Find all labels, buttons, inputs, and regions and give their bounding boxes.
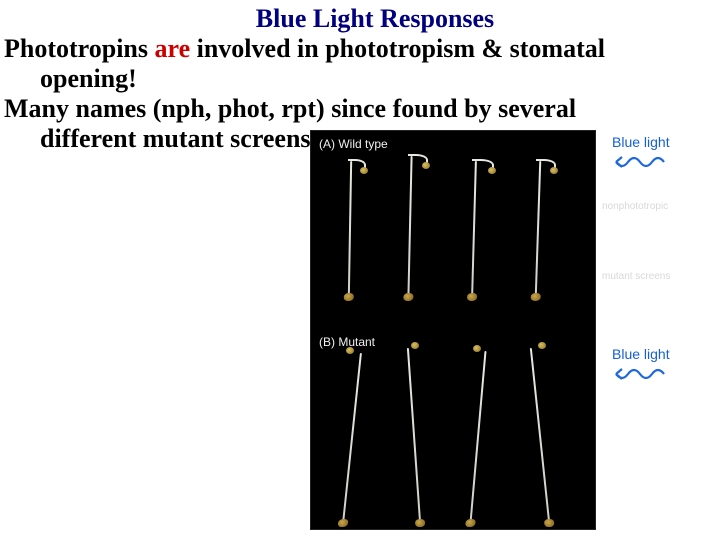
wild-type-seedling (348, 161, 352, 297)
mutant-seedling-tip (538, 342, 546, 349)
blue-light-label-top: Blue light (612, 134, 670, 150)
line2: Many names (nph, phot, rpt) since found … (4, 94, 576, 123)
line1-part-b: involved in phototropism & stomatal (190, 34, 605, 63)
seedling-hook (348, 159, 366, 169)
figure: (A) Wild type (B) Mutant Blue light Blue… (310, 130, 710, 535)
wild-type-seedling (471, 161, 477, 297)
line1-part-a: Phototropins (4, 34, 155, 63)
blue-light-arrow-bottom-icon (606, 366, 666, 382)
mutant-seedling (530, 348, 550, 523)
blue-light-arrow-top-icon (606, 154, 666, 170)
wild-type-seedling (535, 161, 542, 297)
mutant-seedling-tip (411, 342, 419, 349)
photo-background: (A) Wild type (B) Mutant (310, 130, 596, 530)
line1-red: are (155, 34, 191, 63)
mutant-seedling-tip (346, 347, 354, 354)
mutant-seedling-tip (473, 345, 481, 352)
faint-text-2: mutant screens (602, 270, 712, 283)
mutant-seedling (407, 348, 421, 523)
seedling-hook (408, 154, 428, 164)
seedling-hook (472, 159, 494, 169)
line1-indent: opening! (4, 64, 712, 94)
slide-title: Blue Light Responses (0, 0, 720, 34)
wild-type-seedling (407, 156, 412, 297)
mutant-seedling (469, 351, 486, 523)
faint-text-1: nonphototropic (602, 200, 712, 213)
panel-a-label: (A) Wild type (319, 137, 388, 151)
blue-light-label-bottom: Blue light (612, 346, 670, 362)
seedling-hook (536, 159, 556, 169)
mutant-seedling (342, 353, 362, 523)
